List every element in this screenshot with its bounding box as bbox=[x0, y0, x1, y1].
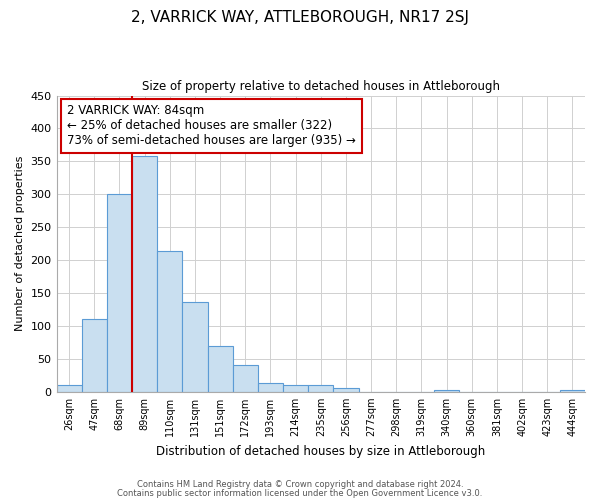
Bar bbox=[132, 156, 157, 392]
Text: 2 VARRICK WAY: 84sqm
← 25% of detached houses are smaller (322)
73% of semi-deta: 2 VARRICK WAY: 84sqm ← 25% of detached h… bbox=[67, 104, 356, 148]
Bar bbox=[233, 366, 258, 392]
Bar bbox=[560, 390, 585, 392]
Bar bbox=[434, 390, 459, 392]
Bar bbox=[157, 251, 182, 392]
Bar bbox=[258, 383, 283, 392]
Bar bbox=[82, 320, 107, 392]
Y-axis label: Number of detached properties: Number of detached properties bbox=[15, 156, 25, 332]
Text: 2, VARRICK WAY, ATTLEBOROUGH, NR17 2SJ: 2, VARRICK WAY, ATTLEBOROUGH, NR17 2SJ bbox=[131, 10, 469, 25]
Bar bbox=[56, 385, 82, 392]
Title: Size of property relative to detached houses in Attleborough: Size of property relative to detached ho… bbox=[142, 80, 500, 93]
Bar bbox=[208, 346, 233, 392]
Bar bbox=[334, 388, 359, 392]
Text: Contains HM Land Registry data © Crown copyright and database right 2024.: Contains HM Land Registry data © Crown c… bbox=[137, 480, 463, 489]
Text: Contains public sector information licensed under the Open Government Licence v3: Contains public sector information licen… bbox=[118, 488, 482, 498]
Bar bbox=[283, 384, 308, 392]
X-axis label: Distribution of detached houses by size in Attleborough: Distribution of detached houses by size … bbox=[156, 444, 485, 458]
Bar bbox=[308, 385, 334, 392]
Bar bbox=[182, 302, 208, 392]
Bar bbox=[107, 194, 132, 392]
